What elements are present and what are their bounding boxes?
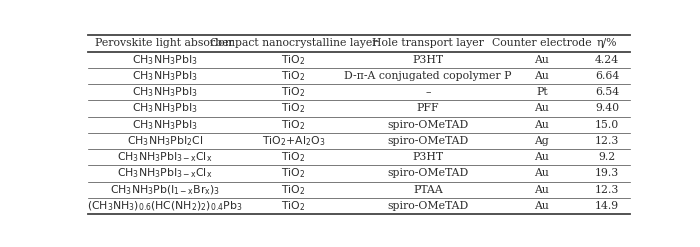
Text: $\mathrm{CH_3NH_3PbI_3}$: $\mathrm{CH_3NH_3PbI_3}$ xyxy=(132,118,197,132)
Text: Au: Au xyxy=(534,103,550,113)
Text: P3HT: P3HT xyxy=(412,152,444,162)
Text: $\mathrm{CH_3NH_3PbI_3}$: $\mathrm{CH_3NH_3PbI_3}$ xyxy=(132,85,197,99)
Text: $\mathrm{CH_3NH_3PbI_3}$: $\mathrm{CH_3NH_3PbI_3}$ xyxy=(132,53,197,67)
Text: Perovskite light absorber: Perovskite light absorber xyxy=(95,39,234,48)
Text: $\mathrm{TiO_2}$: $\mathrm{TiO_2}$ xyxy=(281,85,306,99)
Text: PFF: PFF xyxy=(416,103,439,113)
Text: η/%: η/% xyxy=(596,39,617,48)
Text: $\mathrm{CH_3NH_3Pb(I_{1-x}Br_x)_3}$: $\mathrm{CH_3NH_3Pb(I_{1-x}Br_x)_3}$ xyxy=(110,183,220,197)
Text: 19.3: 19.3 xyxy=(595,168,619,179)
Text: 9.2: 9.2 xyxy=(598,152,615,162)
Text: Ag: Ag xyxy=(535,136,550,146)
Text: 12.3: 12.3 xyxy=(595,136,619,146)
Text: spiro-OMeTAD: spiro-OMeTAD xyxy=(387,120,468,130)
Text: Au: Au xyxy=(534,168,550,179)
Text: 9.40: 9.40 xyxy=(595,103,619,113)
Text: Hole transport layer: Hole transport layer xyxy=(372,39,484,48)
Text: –: – xyxy=(425,87,430,97)
Text: Pt: Pt xyxy=(536,87,547,97)
Text: 4.24: 4.24 xyxy=(595,55,619,65)
Text: Au: Au xyxy=(534,120,550,130)
Text: $\mathrm{CH_3NH_3PbI_3}$: $\mathrm{CH_3NH_3PbI_3}$ xyxy=(132,102,197,115)
Text: $\mathrm{CH_3NH_3PbI_3}$: $\mathrm{CH_3NH_3PbI_3}$ xyxy=(132,69,197,83)
Text: Au: Au xyxy=(534,55,550,65)
Text: Au: Au xyxy=(534,185,550,195)
Text: $\mathrm{(CH_3NH_3)_{0.6}(HC(NH_2)_2)_{0.4}Pb_3}$: $\mathrm{(CH_3NH_3)_{0.6}(HC(NH_2)_2)_{0… xyxy=(87,199,242,213)
Text: $\mathrm{TiO_2}$: $\mathrm{TiO_2}$ xyxy=(281,150,306,164)
Text: 6.54: 6.54 xyxy=(595,87,619,97)
Text: spiro-OMeTAD: spiro-OMeTAD xyxy=(387,136,468,146)
Text: PTAA: PTAA xyxy=(413,185,443,195)
Text: Au: Au xyxy=(534,152,550,162)
Text: $\mathrm{TiO_2}$: $\mathrm{TiO_2}$ xyxy=(281,69,306,83)
Text: Au: Au xyxy=(534,201,550,211)
Text: Compact nanocrystalline layer: Compact nanocrystalline layer xyxy=(210,39,377,48)
Text: 14.9: 14.9 xyxy=(595,201,619,211)
Text: spiro-OMeTAD: spiro-OMeTAD xyxy=(387,168,468,179)
Text: 6.64: 6.64 xyxy=(595,71,619,81)
Text: Counter electrode: Counter electrode xyxy=(492,39,592,48)
Text: $\mathrm{TiO_2{+}Al_2O_3}$: $\mathrm{TiO_2{+}Al_2O_3}$ xyxy=(262,134,326,148)
Text: $\mathrm{TiO_2}$: $\mathrm{TiO_2}$ xyxy=(281,183,306,197)
Text: 12.3: 12.3 xyxy=(595,185,619,195)
Text: $\mathrm{CH_3NH_3PbI_{3-x}Cl_x}$: $\mathrm{CH_3NH_3PbI_{3-x}Cl_x}$ xyxy=(117,166,213,180)
Text: $\mathrm{TiO_2}$: $\mathrm{TiO_2}$ xyxy=(281,53,306,67)
Text: $\mathrm{TiO_2}$: $\mathrm{TiO_2}$ xyxy=(281,166,306,180)
Text: $\mathrm{CH_3NH_3PbI_{3-x}Cl_x}$: $\mathrm{CH_3NH_3PbI_{3-x}Cl_x}$ xyxy=(117,150,213,164)
Text: $\mathrm{CH_3NH_3PbI_2Cl}$: $\mathrm{CH_3NH_3PbI_2Cl}$ xyxy=(127,134,203,148)
Text: $\mathrm{TiO_2}$: $\mathrm{TiO_2}$ xyxy=(281,199,306,213)
Text: 15.0: 15.0 xyxy=(595,120,619,130)
Text: Au: Au xyxy=(534,71,550,81)
Text: $\mathrm{TiO_2}$: $\mathrm{TiO_2}$ xyxy=(281,102,306,115)
Text: D-π-A conjugated copolymer P: D-π-A conjugated copolymer P xyxy=(344,71,512,81)
Text: P3HT: P3HT xyxy=(412,55,444,65)
Text: spiro-OMeTAD: spiro-OMeTAD xyxy=(387,201,468,211)
Text: $\mathrm{TiO_2}$: $\mathrm{TiO_2}$ xyxy=(281,118,306,132)
